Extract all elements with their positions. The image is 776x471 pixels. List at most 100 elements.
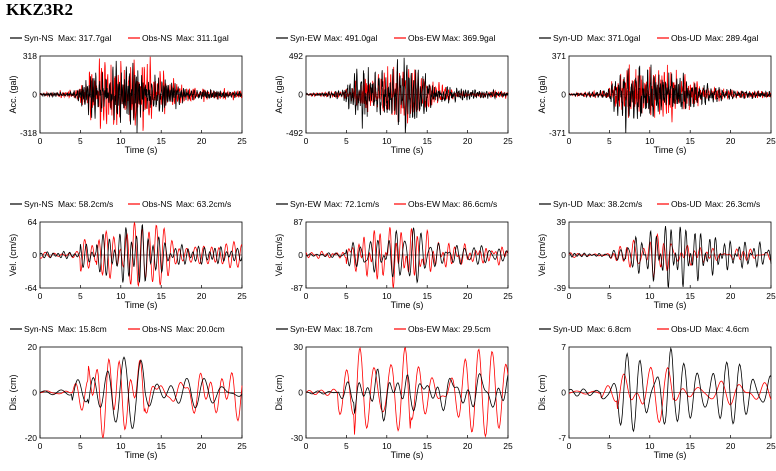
panel-3-legend-max-0: Max: 58.2cm/s: [58, 199, 113, 209]
panel-0-y-tick-label: -318: [20, 128, 37, 138]
panel-0-x-tick-label: 15: [156, 136, 166, 146]
panel-7-series-syn-line: [305, 368, 509, 422]
panel-7-x-axis-label: Time (s): [391, 450, 424, 460]
panel-1-legend-name-1: Obs-EW: [408, 33, 440, 43]
panel-8-legend-max-1: Max: 4.6cm: [705, 324, 749, 334]
panel-6-legend-name-0: Syn-NS: [24, 324, 54, 334]
panel-1-x-tick-label: 20: [463, 136, 473, 146]
panel-8-legend-max-0: Max: 6.8cm: [587, 324, 631, 334]
panel-5-x-axis-label: Time (s): [654, 300, 687, 310]
panel-3-series-syn-line: [39, 223, 243, 283]
panel-7-legend-name-0: Syn-EW: [290, 324, 321, 334]
panel-2-y-tick-label: 371: [552, 51, 566, 61]
panel-0-y-axis-label: Acc. (gal): [8, 75, 18, 113]
panel-3-x-tick-label: 25: [237, 291, 247, 301]
panel-4-legend-name-1: Obs-EW: [408, 199, 440, 209]
panel-7-x-tick-label: 25: [503, 441, 513, 451]
panel-7-y-axis-label: Dis. (cm): [274, 375, 284, 411]
panel-7-x-tick-label: 15: [422, 441, 432, 451]
panel-5-x-tick-label: 20: [726, 291, 736, 301]
panel-7-series-obs-line: [305, 346, 509, 438]
panel-3-y-axis-label: Vel. (cm/s): [8, 234, 18, 277]
panel-5-series-syn-line: [568, 225, 772, 288]
panel-3-x-tick-label: 20: [197, 291, 207, 301]
panel-1-y-tick-label: -492: [286, 128, 303, 138]
panel-2-legend-max-0: Max: 371.0gal: [587, 33, 641, 43]
panel-7-x-tick-label: 10: [382, 441, 392, 451]
panel-3-x-tick-label: 0: [38, 291, 43, 301]
panel-4-x-tick-label: 5: [344, 291, 349, 301]
panel-1-legend-name-0: Syn-EW: [290, 33, 321, 43]
panel-2-legend-max-1: Max: 289.4gal: [705, 33, 759, 43]
panel-0-x-tick-label: 25: [237, 136, 247, 146]
panel-1-series-syn-line: [305, 57, 509, 133]
panel-4-x-tick-label: 20: [463, 291, 473, 301]
panel-5-x-tick-label: 10: [645, 291, 655, 301]
panel-5-x-tick-label: 25: [766, 291, 776, 301]
panel-3-legend-name-0: Syn-NS: [24, 199, 54, 209]
panel-4-legend-max-1: Max: 86.6cm/s: [442, 199, 497, 209]
panel-1-y-axis-label: Acc. (gal): [274, 75, 284, 113]
panel-0-legend-name-1: Obs-NS: [142, 33, 173, 43]
panel-0-x-tick-label: 0: [38, 136, 43, 146]
panel-5-y-tick-label: 0: [561, 250, 566, 260]
panel-4-y-axis-label: Vel. (cm/s): [274, 234, 284, 277]
panel-1-y-tick-label: 492: [289, 51, 303, 61]
panel-2-series-syn-line: [568, 64, 772, 134]
panel-2-x-axis-label: Time (s): [654, 145, 687, 155]
panel-2-x-tick-label: 0: [567, 136, 572, 146]
panel-1-x-tick-label: 10: [382, 136, 392, 146]
panel-5-x-tick-label: 15: [685, 291, 695, 301]
panel-7-y-tick-label: 30: [294, 342, 304, 352]
panel-1-x-tick-label: 25: [503, 136, 513, 146]
panel-0-x-tick-label: 10: [116, 136, 126, 146]
panel-4-y-tick-label: 0: [298, 250, 303, 260]
panel-7-y-tick-label: 0: [298, 388, 303, 398]
panel-8-y-tick-label: 7: [561, 342, 566, 352]
panel-5-legend-max-0: Max: 38.2cm/s: [587, 199, 642, 209]
panel-1-legend-max-1: Max: 369.9gal: [442, 33, 496, 43]
panel-8-series-syn-line: [568, 346, 772, 433]
panel-4-legend-name-0: Syn-EW: [290, 199, 321, 209]
panel-6-x-tick-label: 15: [156, 441, 166, 451]
panel-7-y-tick-label: -30: [291, 433, 304, 443]
panel-2-x-tick-label: 25: [766, 136, 776, 146]
panel-6-x-tick-label: 0: [38, 441, 43, 451]
panel-8-x-tick-label: 0: [567, 441, 572, 451]
panel-1-x-axis-label: Time (s): [391, 145, 424, 155]
panel-3-legend-max-1: Max: 63.2cm/s: [176, 199, 231, 209]
panel-0-series-syn-line: [39, 60, 243, 134]
panel-6-y-axis-label: Dis. (cm): [8, 375, 18, 411]
panel-7-legend-max-1: Max: 29.5cm: [442, 324, 491, 334]
panel-8-x-tick-label: 25: [766, 441, 776, 451]
panel-2-x-tick-label: 5: [607, 136, 612, 146]
panel-0-x-tick-label: 20: [197, 136, 207, 146]
panel-8-x-axis-label: Time (s): [654, 450, 687, 460]
panel-8-x-tick-label: 10: [645, 441, 655, 451]
panel-0-x-axis-label: Time (s): [125, 145, 158, 155]
panel-7-x-tick-label: 20: [463, 441, 473, 451]
panel-1-legend-max-0: Max: 491.0gal: [324, 33, 378, 43]
panel-0-x-tick-label: 5: [78, 136, 83, 146]
panel-5-legend-max-1: Max: 26.3cm/s: [705, 199, 760, 209]
panel-4-series-syn-line: [305, 227, 509, 284]
panel-8-legend-name-1: Obs-UD: [671, 324, 702, 334]
panel-6-legend-max-1: Max: 20.0cm: [176, 324, 225, 334]
panel-0-legend-max-1: Max: 311.1gal: [176, 33, 229, 43]
panel-7-x-tick-label: 5: [344, 441, 349, 451]
panel-3-x-tick-label: 10: [116, 291, 126, 301]
panel-7-x-tick-label: 0: [304, 441, 309, 451]
panel-4-x-tick-label: 10: [382, 291, 392, 301]
panel-5-y-axis-label: Vel. (cm/s): [537, 234, 547, 277]
panel-5-legend-name-0: Syn-UD: [553, 199, 583, 209]
panel-2-y-tick-label: 0: [561, 90, 566, 100]
panel-7-legend-name-1: Obs-EW: [408, 324, 440, 334]
panel-1-x-tick-label: 5: [344, 136, 349, 146]
panel-4-y-tick-label: -87: [291, 283, 304, 293]
panel-8-series-obs-line: [568, 366, 772, 423]
panel-3-y-tick-label: -64: [25, 283, 38, 293]
panel-8-y-tick-label: 0: [561, 388, 566, 398]
panel-6-x-axis-label: Time (s): [125, 450, 158, 460]
panel-4-y-tick-label: 87: [294, 217, 304, 227]
panel-8-y-axis-label: Dis. (cm): [537, 375, 547, 411]
